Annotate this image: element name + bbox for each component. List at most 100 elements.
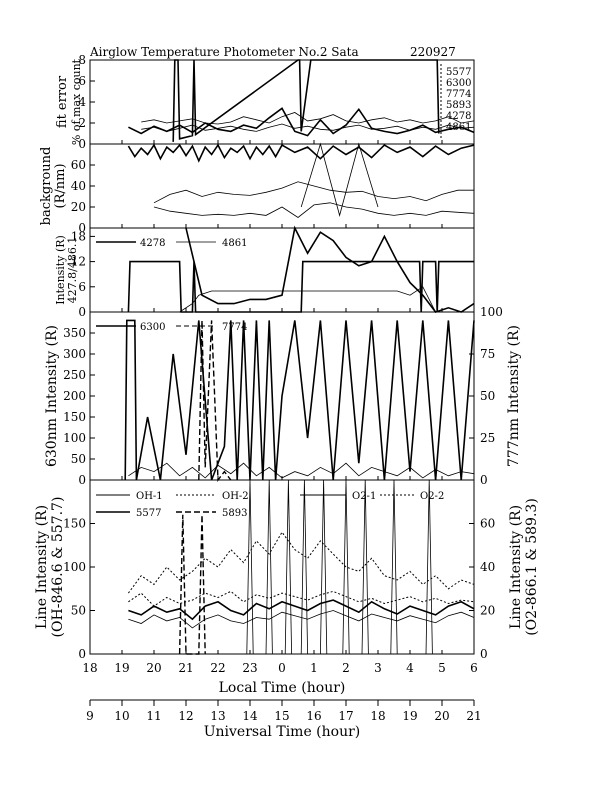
legend-red-6300: 6300	[140, 322, 165, 333]
ut-tick-11: 11	[146, 709, 161, 723]
series-2-4278-trend	[185, 225, 475, 313]
series-4-O2-1	[128, 610, 475, 629]
ytick-right-label-3-25: 25	[480, 431, 495, 445]
lt-tick-23: 23	[242, 661, 257, 675]
legend-blue-4278: 4278	[140, 238, 165, 249]
ytick-label-4-50: 50	[71, 604, 86, 618]
lt-tick-6: 6	[470, 661, 478, 675]
ytick-right-label-3-75: 75	[480, 347, 495, 361]
ytick-label-0-0: 0	[78, 137, 86, 151]
lines-ylabel-right2: (O2-866.1 & 589.3)	[524, 498, 540, 636]
lines-ylabel-right: Line Intensity (R)	[508, 505, 524, 629]
blue-ylabel2: 427.8/486.1	[66, 237, 79, 304]
legend-7774: 7774	[446, 89, 471, 100]
legend-4278: 4278	[446, 111, 471, 122]
fit-error-ylabel: fit error	[55, 75, 70, 128]
lt-tick-3: 3	[374, 661, 382, 675]
lines-ylabel: Line Intensity (R)	[34, 505, 50, 629]
ytick-right-label-3-100: 100	[480, 305, 503, 319]
legend-o21: O2-1	[352, 491, 376, 502]
legend-5893: 5893	[446, 100, 471, 111]
ytick-label-0-6: 6	[78, 74, 86, 88]
red-ylabel-right: 777nm Intensity (R)	[506, 325, 522, 467]
ut-tick-14: 14	[242, 709, 258, 723]
ytick-label-3-350: 350	[63, 326, 86, 340]
universal-time-label: Universal Time (hour)	[204, 724, 361, 740]
series-0-4278	[141, 123, 475, 132]
series-1-bg-low	[153, 202, 475, 218]
lt-tick-2: 2	[342, 661, 350, 675]
lt-tick-22: 22	[210, 661, 225, 675]
ytick-right-label-3-50: 50	[480, 389, 495, 403]
lt-tick-19: 19	[114, 661, 129, 675]
ytick-label-2-0: 0	[78, 305, 86, 319]
legend-oh1: OH-1	[136, 491, 163, 502]
ytick-label-0-2: 2	[78, 116, 86, 130]
series-4-5893	[178, 514, 206, 655]
ytick-right-label-4-40: 40	[480, 560, 495, 574]
ytick-label-2-18: 18	[71, 229, 86, 243]
ytick-label-4-0: 0	[78, 647, 86, 661]
ytick-label-3-250: 250	[63, 368, 86, 382]
ytick-right-label-4-0: 0	[480, 647, 488, 661]
ytick-label-4-150: 150	[63, 517, 86, 531]
ytick-label-3-50: 50	[71, 452, 86, 466]
ut-tick-15: 15	[274, 709, 289, 723]
series-1-bg-spikes	[300, 142, 379, 217]
ut-tick-12: 12	[178, 709, 193, 723]
series-2-4861	[179, 286, 436, 313]
series-1-bg-mid	[153, 181, 474, 204]
ytick-label-3-150: 150	[63, 410, 86, 424]
lt-tick-1: 1	[310, 661, 318, 675]
legend-5893-line: 5893	[222, 508, 247, 519]
ytick-label-3-300: 300	[63, 347, 86, 361]
ytick-label-2-12: 12	[71, 255, 86, 269]
ytick-label-1-0: 0	[78, 221, 86, 235]
ytick-right-label-3-0: 0	[480, 473, 488, 487]
legend-o22: O2-2	[420, 491, 444, 502]
lt-tick-18: 18	[82, 661, 97, 675]
ut-tick-17: 17	[338, 709, 353, 723]
ytick-label-1-20: 20	[71, 200, 86, 214]
ut-tick-20: 20	[434, 709, 449, 723]
ytick-label-0-8: 8	[78, 53, 86, 67]
lt-tick-0: 0	[278, 661, 286, 675]
ytick-label-3-100: 100	[63, 431, 86, 445]
ytick-label-2-6: 6	[78, 280, 86, 294]
lt-tick-21: 21	[178, 661, 193, 675]
background-ylabel: background	[39, 147, 54, 226]
ytick-right-label-4-20: 20	[480, 604, 495, 618]
legend-5577: 5577	[446, 67, 471, 78]
ytick-label-0-4: 4	[78, 95, 86, 109]
blue-ylabel: Intensity (R)	[54, 235, 67, 305]
legend-5577-line: 5577	[136, 508, 161, 519]
ytick-label-3-200: 200	[63, 389, 86, 403]
series-4-5577	[128, 599, 475, 621]
legend-oh2: OH-2	[222, 491, 249, 502]
ytick-label-3-0: 0	[78, 473, 86, 487]
ut-tick-19: 19	[402, 709, 417, 723]
ut-tick-10: 10	[114, 709, 129, 723]
ytick-label-1-40: 40	[71, 179, 86, 193]
legend-blue-4861: 4861	[222, 238, 247, 249]
background-ylabel2: (R/nm)	[53, 163, 68, 208]
legend-6300: 6300	[446, 78, 471, 89]
ut-tick-9: 9	[86, 709, 94, 723]
legend-red-7774: 7774	[222, 322, 247, 333]
chart-date: 220927	[410, 45, 456, 59]
series-0-6300	[141, 112, 475, 125]
series-3-7774	[198, 320, 232, 482]
lt-tick-4: 4	[406, 661, 414, 675]
series-3-6300	[124, 319, 475, 481]
chart-title: Airglow Temperature Photometer No.2 Sata	[89, 45, 359, 59]
lt-tick-20: 20	[146, 661, 161, 675]
lt-tick-5: 5	[438, 661, 446, 675]
series-4-OH-2	[128, 590, 475, 607]
series-4-OH-1	[127, 531, 475, 594]
ut-tick-16: 16	[306, 709, 321, 723]
panel-lines-frame	[89, 479, 475, 655]
lines-ylabel2: (OH-846.6 & 557.7)	[50, 497, 66, 638]
ut-tick-21: 21	[466, 709, 481, 723]
ut-tick-18: 18	[370, 709, 385, 723]
